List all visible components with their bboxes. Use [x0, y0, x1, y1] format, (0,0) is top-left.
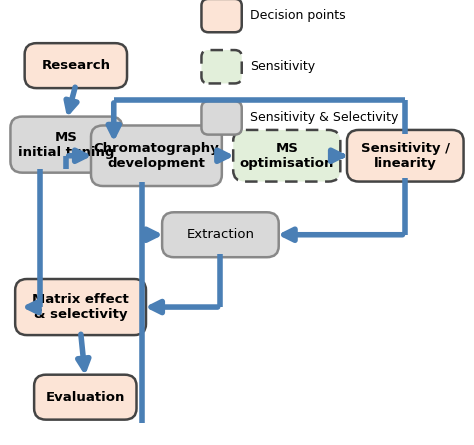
FancyBboxPatch shape — [91, 125, 222, 186]
Text: MS
initial tuning: MS initial tuning — [18, 131, 115, 158]
Text: Evaluation: Evaluation — [46, 391, 125, 404]
Text: Matrix effect
& selectivity: Matrix effect & selectivity — [32, 293, 129, 321]
FancyBboxPatch shape — [162, 212, 279, 257]
Text: MS
optimisation: MS optimisation — [239, 142, 334, 170]
FancyBboxPatch shape — [34, 375, 137, 420]
FancyBboxPatch shape — [10, 117, 122, 173]
Text: Sensitivity & Selectivity: Sensitivity & Selectivity — [250, 111, 398, 125]
Text: Sensitivity /
linearity: Sensitivity / linearity — [361, 142, 450, 170]
FancyBboxPatch shape — [201, 0, 242, 32]
Text: Chromatography
development: Chromatography development — [93, 142, 219, 170]
FancyBboxPatch shape — [347, 130, 464, 182]
FancyBboxPatch shape — [201, 50, 242, 83]
FancyBboxPatch shape — [25, 43, 127, 88]
Text: Research: Research — [41, 59, 110, 72]
Text: Decision points: Decision points — [250, 9, 346, 22]
Text: Extraction: Extraction — [186, 228, 255, 241]
Text: Sensitivity: Sensitivity — [250, 60, 315, 73]
FancyBboxPatch shape — [233, 130, 340, 182]
FancyBboxPatch shape — [201, 101, 242, 134]
FancyBboxPatch shape — [15, 279, 146, 335]
